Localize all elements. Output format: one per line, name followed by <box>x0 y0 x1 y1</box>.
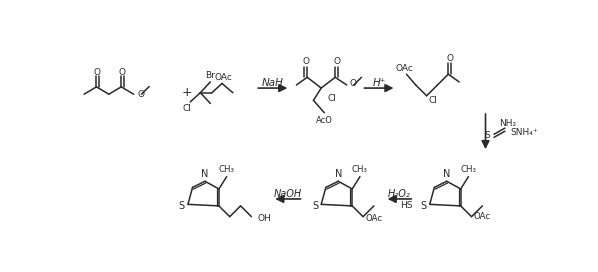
Text: S: S <box>179 201 185 211</box>
Text: CH₃: CH₃ <box>219 165 234 174</box>
Text: NaOH: NaOH <box>274 188 302 199</box>
Text: OAc: OAc <box>365 214 383 223</box>
Text: CH₃: CH₃ <box>352 165 368 174</box>
Text: N: N <box>334 169 342 179</box>
Text: OH: OH <box>258 214 271 223</box>
Text: SNH₄⁺: SNH₄⁺ <box>510 128 538 137</box>
Text: O: O <box>302 57 309 66</box>
Text: O: O <box>333 57 340 66</box>
Text: N: N <box>443 169 450 179</box>
Text: S: S <box>484 131 490 140</box>
Text: Cl: Cl <box>428 96 437 105</box>
Text: OAc: OAc <box>215 73 233 82</box>
Text: O: O <box>138 90 145 99</box>
Text: AcO: AcO <box>316 116 332 125</box>
Text: OAc: OAc <box>474 212 491 221</box>
Text: Br: Br <box>206 71 215 80</box>
Text: S: S <box>312 201 318 211</box>
Text: OAc: OAc <box>396 64 414 73</box>
Text: O: O <box>118 68 126 77</box>
Text: O: O <box>350 79 357 88</box>
Text: HS: HS <box>400 201 413 210</box>
Text: S: S <box>420 201 426 211</box>
Text: +: + <box>182 86 193 99</box>
Text: N: N <box>202 169 209 179</box>
Text: NaH: NaH <box>262 78 283 88</box>
Text: O: O <box>94 68 100 77</box>
Text: O: O <box>446 54 453 63</box>
Text: NH₂: NH₂ <box>499 119 517 128</box>
Text: Cl: Cl <box>182 104 191 113</box>
Text: CH₃: CH₃ <box>460 165 477 174</box>
Text: H₂O₂: H₂O₂ <box>388 188 411 199</box>
Text: Cl: Cl <box>328 94 337 103</box>
Text: H⁺: H⁺ <box>373 78 386 88</box>
